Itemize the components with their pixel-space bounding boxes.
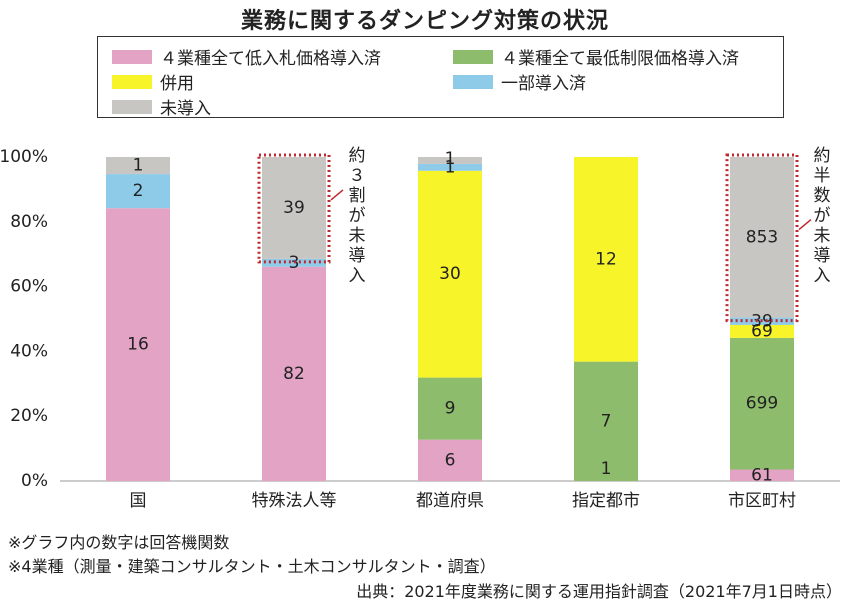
y-tick-label: 0%: [21, 471, 48, 491]
bar-segment: [418, 439, 482, 481]
bar-segment: [418, 163, 482, 171]
y-tick-label: 80%: [10, 212, 48, 232]
bar-segment: [418, 377, 482, 440]
x-tick-label: 指定都市: [572, 491, 640, 511]
legend-label-min-price: ４業種全て最低制限価格導入済: [501, 49, 739, 69]
x-tick-label: 国: [130, 491, 147, 511]
callout-char: 入: [813, 266, 831, 286]
legend: ４業種全て低入札価格導入済 ４業種全て最低制限価格導入済 併用 一部導入済 未導…: [97, 36, 784, 119]
data-label: 9: [445, 399, 456, 419]
callout-char: が: [813, 206, 831, 226]
data-label: 699: [746, 394, 778, 414]
data-label: 6: [445, 450, 456, 470]
data-label: 69: [751, 321, 773, 341]
callout-char: 入: [348, 266, 366, 286]
callout-char: 約: [348, 146, 366, 166]
callout-char: 導: [813, 246, 831, 266]
bar-segment: [106, 157, 170, 175]
note-count: ※グラフ内の数字は回答機関数: [8, 533, 230, 552]
data-label: 853: [746, 227, 778, 247]
bar-segment: [418, 157, 482, 164]
legend-item-partial: 一部導入済: [453, 69, 586, 94]
data-label: 7: [601, 411, 612, 431]
bar-segment: [730, 324, 794, 338]
note-source: 出典：2021年度業務に関する運用指針調査（2021年7月1日時点）: [356, 582, 842, 601]
y-tick-label: 20%: [10, 406, 48, 426]
data-label: 1: [445, 157, 456, 177]
y-tick-label: 100%: [0, 147, 48, 167]
callout-char: 導: [348, 246, 366, 266]
callout-char: が: [348, 206, 366, 226]
x-tick-label: 市区町村: [728, 491, 796, 511]
x-tick-label: 都道府県: [416, 491, 484, 511]
bar-segment: [574, 157, 638, 362]
y-tick-label: 40%: [10, 341, 48, 361]
legend-swatch-combined: [112, 74, 152, 89]
callout-char: 未: [813, 226, 831, 246]
legend-label-partial: 一部導入済: [501, 74, 586, 94]
callout-char: 未: [348, 226, 366, 246]
callout-char: 割: [348, 186, 366, 206]
data-label: 39: [283, 198, 305, 218]
callout-char: 約: [813, 146, 831, 166]
data-label: 82: [283, 364, 305, 384]
callout-shikuchoson: 約半数が未導入: [812, 146, 832, 286]
bar-segment: [730, 337, 794, 470]
bar-segment: [730, 157, 794, 318]
bar-segment: [106, 174, 170, 209]
data-label: 12: [595, 249, 617, 269]
data-label: 61: [751, 465, 773, 485]
legend-item-min-price: ４業種全て最低制限価格導入済: [453, 44, 739, 69]
x-tick-label: 特殊法人等: [252, 491, 337, 511]
legend-label-combined: 併用: [160, 74, 194, 94]
bar-segment: [574, 361, 638, 481]
bar-segment: [730, 469, 794, 481]
callout-leader: [798, 218, 812, 231]
bar-segment: [106, 208, 170, 481]
legend-item-combined: 併用: [112, 69, 194, 94]
legend-item-none: 未導入: [112, 94, 211, 119]
legend-swatch-low-bid: [112, 49, 152, 64]
legend-label-none: 未導入: [160, 99, 211, 119]
legend-swatch-none: [112, 99, 152, 114]
legend-swatch-partial: [453, 74, 493, 89]
legend-swatch-min-price: [453, 49, 493, 64]
bar-segment: [262, 157, 326, 259]
y-tick-label: 60%: [10, 277, 48, 297]
callout-leader: [330, 189, 344, 201]
callout-box: [725, 153, 799, 323]
legend-label-low-bid: ４業種全て低入札価格導入済: [160, 49, 381, 69]
callout-box: [257, 153, 331, 264]
callout-char: 半: [813, 166, 831, 186]
data-label: 30: [439, 264, 461, 284]
data-label: 1: [445, 149, 456, 169]
bar-segment: [262, 266, 326, 481]
chart-title: 業務に関するダンピング対策の状況: [240, 9, 609, 34]
callout-char: 数: [813, 186, 831, 206]
data-label: 16: [127, 335, 149, 355]
data-label: 1: [601, 459, 612, 479]
data-label: 1: [133, 156, 144, 176]
data-label: 2: [133, 181, 144, 201]
legend-item-low-bid: ４業種全て低入札価格導入済: [112, 44, 381, 69]
callout-char: ３: [348, 166, 366, 186]
note-industries: ※4業種（測量・建築コンサルタント・土木コンサルタント・調査）: [8, 557, 496, 576]
bar-segment: [418, 170, 482, 378]
